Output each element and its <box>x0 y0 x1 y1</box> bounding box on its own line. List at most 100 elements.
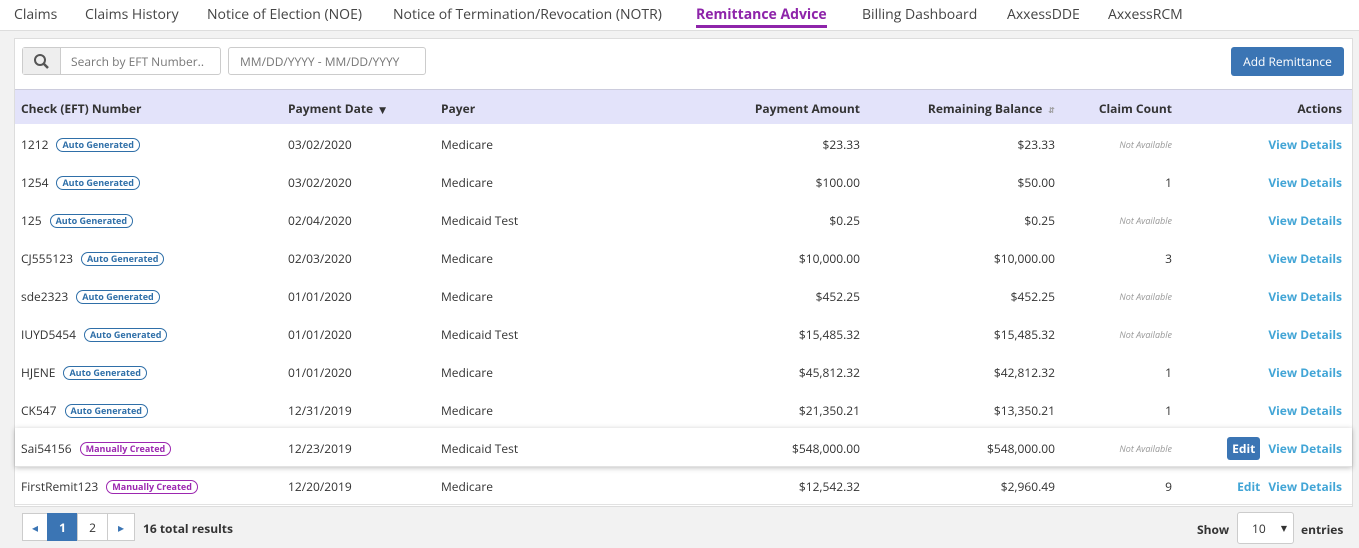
status-badge: Auto Generated <box>56 176 140 190</box>
payment-amount: $45,812.32 <box>798 364 860 381</box>
column-header[interactable]: Payment Date ▼ <box>288 100 387 117</box>
column-header: Payer <box>441 100 476 117</box>
view-details-link[interactable]: View Details <box>1268 174 1342 191</box>
edit-button[interactable]: Edit <box>1237 478 1261 495</box>
check-number: Sai54156 Manually Created <box>21 440 172 457</box>
check-number-text: sde2323 <box>21 288 69 305</box>
payment-date: 02/03/2020 <box>288 250 352 267</box>
payment-amount: $10,000.00 <box>798 250 860 267</box>
remaining-balance: $2,960.49 <box>1000 478 1055 495</box>
table-row: sde2323 Auto Generated 01/01/2020 Medicare $… <box>15 276 1352 315</box>
view-details-link[interactable]: View Details <box>1268 478 1342 495</box>
remaining-balance: $10,000.00 <box>993 250 1055 267</box>
view-details-link[interactable]: View Details <box>1268 136 1342 153</box>
status-badge: Auto Generated <box>76 290 160 304</box>
claim-count: Not Available <box>1119 328 1172 341</box>
check-number: 125 Auto Generated <box>21 212 134 229</box>
view-details-link[interactable]: View Details <box>1268 402 1342 419</box>
payment-date: 01/01/2020 <box>288 326 352 343</box>
payer: Medicare <box>441 174 493 191</box>
prev-page[interactable]: ◂ <box>22 513 48 541</box>
edit-button[interactable]: Edit <box>1227 437 1261 460</box>
nav-tab[interactable]: Notice of Election (NOE) <box>207 5 362 24</box>
dropdown-caret: ▼ <box>1280 523 1287 534</box>
status-badge: Auto Generated <box>83 328 168 342</box>
claim-count: 3 <box>1165 250 1172 267</box>
check-number-text: HJENE <box>21 364 56 381</box>
view-details-link[interactable]: View Details <box>1268 288 1342 305</box>
column-header: Actions <box>1297 100 1342 117</box>
remaining-balance: $42,812.32 <box>993 364 1055 381</box>
nav-tab[interactable]: Notice of Termination/Revocation (NOTR) <box>393 5 662 24</box>
payment-date: 01/01/2020 <box>288 288 352 305</box>
remaining-balance: $50.00 <box>1017 174 1055 191</box>
page-number[interactable]: 2 <box>77 513 108 541</box>
payment-amount: $100.00 <box>815 174 860 191</box>
search-placeholder: Search by EFT Number.. <box>71 53 204 70</box>
actions: Edit View Details <box>1227 437 1342 460</box>
claim-count: Not Available <box>1119 290 1172 303</box>
table-row: CJ555123 Auto Generated 02/03/2020 Medicare… <box>15 238 1352 277</box>
page-number[interactable]: 1 <box>47 513 78 541</box>
view-details-link[interactable]: View Details <box>1268 440 1342 457</box>
payment-amount: $548,000.00 <box>791 440 860 457</box>
actions: View Details <box>1268 402 1342 419</box>
table-row: FirstRemit123 Manually Created 12/20/2019 M… <box>15 466 1352 505</box>
view-details-link[interactable]: View Details <box>1268 364 1342 381</box>
nav-tab[interactable]: Claims <box>14 5 58 24</box>
column-header[interactable]: Remaining Balance ⇵ <box>927 100 1055 117</box>
page-size-select[interactable]: 10 ▼ <box>1237 512 1294 544</box>
panel: Search by EFT Number.. MM/DD/YYYY - MM/D… <box>14 38 1353 507</box>
actions: View Details <box>1268 288 1342 305</box>
status-badge: Auto Generated <box>56 138 140 152</box>
nav-tab[interactable]: Claims History <box>85 5 179 24</box>
payment-date: 03/02/2020 <box>288 174 352 191</box>
check-number-text: Sai54156 <box>21 440 72 457</box>
entries-label: entries <box>1301 521 1344 538</box>
add-remittance-button[interactable]: Add Remittance <box>1231 47 1344 76</box>
table-row: IUYD5454 Auto Generated 01/01/2020 Medicaid… <box>15 314 1352 353</box>
payment-date: 12/23/2019 <box>288 440 352 457</box>
column-header: Claim Count <box>1098 100 1172 117</box>
search-box[interactable]: Search by EFT Number.. <box>22 47 221 75</box>
claim-count: Not Available <box>1119 138 1172 151</box>
tab-bar: Claims Claims History Notice of Election (… <box>0 0 1359 31</box>
claim-count: 9 <box>1165 478 1172 495</box>
table-header: Check (EFT) Number Payment Date ▼ Payer Paym… <box>15 89 1352 125</box>
payer: Medicare <box>441 136 493 153</box>
next-page[interactable]: ▸ <box>107 513 135 541</box>
claim-count: Not Available <box>1119 442 1172 455</box>
total-results: 16 total results <box>143 520 233 537</box>
remaining-balance: $452.25 <box>1010 288 1055 305</box>
status-badge: Auto Generated <box>64 404 148 418</box>
check-number-text: 1254 <box>21 174 49 191</box>
view-details-link[interactable]: View Details <box>1268 250 1342 267</box>
remaining-balance: $13,350.21 <box>993 402 1055 419</box>
table-row: HJENE Auto Generated 01/01/2020 Medicare $45… <box>15 352 1352 391</box>
status-badge: Auto Generated <box>63 366 147 380</box>
remaining-balance: $548,000.00 <box>986 440 1055 457</box>
claim-count: 1 <box>1165 364 1172 381</box>
nav-tab[interactable]: Billing Dashboard <box>862 5 978 24</box>
status-badge: Auto Generated <box>49 214 134 228</box>
view-details-link[interactable]: View Details <box>1268 326 1342 343</box>
payment-date: 03/02/2020 <box>288 136 352 153</box>
nav-tab[interactable]: AxxessDDE <box>1007 5 1080 24</box>
search-icon-box <box>23 48 61 74</box>
nav-tab[interactable]: AxxessRCM <box>1108 5 1183 24</box>
actions: View Details <box>1268 250 1342 267</box>
payer: Medicare <box>441 288 493 305</box>
payer: Medicaid Test <box>441 212 519 229</box>
view-details-link[interactable]: View Details <box>1268 212 1342 229</box>
check-number-text: IUYD5454 <box>21 326 76 343</box>
actions: View Details <box>1268 174 1342 191</box>
payment-amount: $452.25 <box>815 288 860 305</box>
payment-amount: $21,350.21 <box>798 402 860 419</box>
nav-tab[interactable]: Remittance Advice <box>696 5 827 28</box>
payment-date: 12/31/2019 <box>288 402 352 419</box>
date-range-input[interactable]: MM/DD/YYYY - MM/DD/YYYY <box>228 47 426 75</box>
show-label: Show <box>1197 521 1230 538</box>
sort-icon: ⇵ <box>1048 105 1055 116</box>
payment-amount: $0.25 <box>829 212 860 229</box>
